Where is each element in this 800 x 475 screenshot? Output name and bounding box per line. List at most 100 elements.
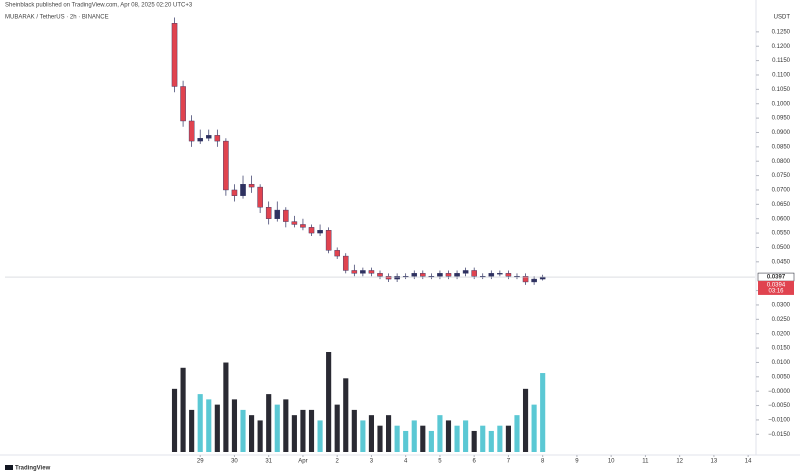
volume-bar — [480, 425, 486, 452]
volume-bar — [274, 404, 280, 452]
candle-body — [205, 135, 212, 139]
brand-name: TradingView — [15, 466, 51, 472]
candle-body — [360, 270, 366, 274]
y-tick-label: 0.0800 — [772, 159, 791, 165]
y-tick-label: 0.0550 — [772, 231, 791, 237]
candle-body — [531, 278, 537, 283]
candle-body — [522, 276, 529, 283]
y-tick-label: 0.0850 — [772, 144, 791, 150]
volume-bar — [437, 415, 443, 452]
volume-bar — [283, 399, 289, 452]
volume-bar — [497, 425, 503, 452]
volume-bar — [249, 415, 255, 452]
volume-bar — [463, 420, 469, 452]
volume-bar — [171, 388, 178, 452]
volume-bar — [206, 399, 212, 452]
candle-body — [317, 230, 323, 234]
x-tick-label: 2 — [336, 459, 340, 465]
volume-bar — [326, 352, 332, 452]
y-tick-label: 0.0200 — [772, 331, 791, 337]
y-tick-label: 0.0750 — [772, 173, 791, 179]
candle-body — [325, 230, 332, 251]
y-tick-label: 0.0500 — [772, 245, 791, 251]
volume-bar — [231, 399, 238, 452]
y-tick-label: 0.0600 — [772, 216, 791, 222]
candle-body — [420, 273, 426, 277]
volume-bar — [522, 388, 529, 452]
candle-body — [291, 221, 298, 225]
y-tick-label: 0.0150 — [772, 346, 791, 352]
candle-body — [342, 255, 349, 271]
y-tick-label: 0.0450 — [772, 259, 791, 265]
marker-price-box — [758, 280, 794, 295]
candle-body — [445, 273, 452, 277]
y-tick-label: −0.0050 — [768, 403, 791, 409]
y-tick-label: 0.1250 — [772, 29, 791, 35]
x-tick-label: 12 — [676, 459, 683, 465]
volume-bar — [291, 415, 297, 452]
candle-body — [214, 135, 221, 142]
candle-body — [488, 273, 495, 277]
x-tick-label: 9 — [575, 459, 579, 465]
y-tick-label: 0.1050 — [772, 87, 791, 93]
candle-body — [539, 276, 546, 280]
x-tick-label: Apr — [298, 459, 307, 465]
y-tick-label: −0.0000 — [768, 389, 791, 395]
y-tick-label: 0.1150 — [772, 58, 791, 64]
candle-body — [471, 270, 477, 277]
x-tick-label: 4 — [404, 459, 408, 465]
volume-bar — [300, 409, 306, 452]
volume-bar — [514, 415, 520, 452]
volume-bar — [351, 409, 357, 452]
volume-bar — [411, 420, 417, 452]
candle-body — [240, 184, 246, 196]
candle-body — [505, 273, 512, 277]
volume-bar — [454, 425, 460, 452]
volume-bar — [488, 430, 494, 452]
x-tick-label: 11 — [642, 459, 649, 465]
volume-bar — [505, 425, 511, 452]
candle-body — [231, 189, 238, 196]
x-tick-label: 29 — [197, 459, 204, 465]
candle-body — [171, 23, 178, 87]
volume-bar — [266, 394, 272, 452]
candle-body — [334, 250, 340, 257]
volume-bar — [317, 420, 323, 452]
currency-label: USDT — [774, 15, 791, 21]
x-tick-label: 5 — [438, 459, 442, 465]
y-tick-label: 0.1000 — [772, 101, 791, 107]
brand-logo: TradingView — [5, 465, 51, 472]
last-price-label: 0.0397 — [767, 275, 786, 281]
candle-body — [180, 86, 186, 122]
candle-body — [377, 273, 383, 277]
y-tick-label: 0.0250 — [772, 317, 791, 323]
x-tick-label: 30 — [231, 459, 238, 465]
volume-bar — [377, 425, 383, 452]
x-tick-label: 14 — [745, 459, 752, 465]
candle-body — [274, 209, 281, 219]
y-tick-label: 0.0900 — [772, 130, 791, 136]
volume-bar — [531, 404, 537, 452]
candle-body — [462, 270, 469, 274]
volume-bar — [403, 430, 409, 452]
candle-body — [223, 140, 229, 191]
volume-bar — [257, 420, 263, 452]
y-tick-label: 0.0100 — [772, 360, 791, 366]
candle-body — [497, 273, 503, 275]
y-tick-label: 0.0700 — [772, 188, 791, 194]
volume-bar — [334, 404, 340, 452]
candle-body — [437, 273, 443, 277]
candle-body — [300, 224, 306, 228]
candle-body — [188, 120, 195, 142]
volume-bar — [394, 425, 400, 452]
candle-body — [248, 184, 255, 188]
logo-mark — [5, 465, 13, 470]
volume-bar — [445, 420, 452, 452]
y-tick-label: −0.0150 — [768, 432, 791, 438]
x-tick-label: 3 — [370, 459, 374, 465]
volume-bar — [197, 394, 203, 452]
candle-body — [308, 227, 315, 234]
candle-body — [454, 273, 460, 277]
volume-bar — [540, 373, 546, 452]
